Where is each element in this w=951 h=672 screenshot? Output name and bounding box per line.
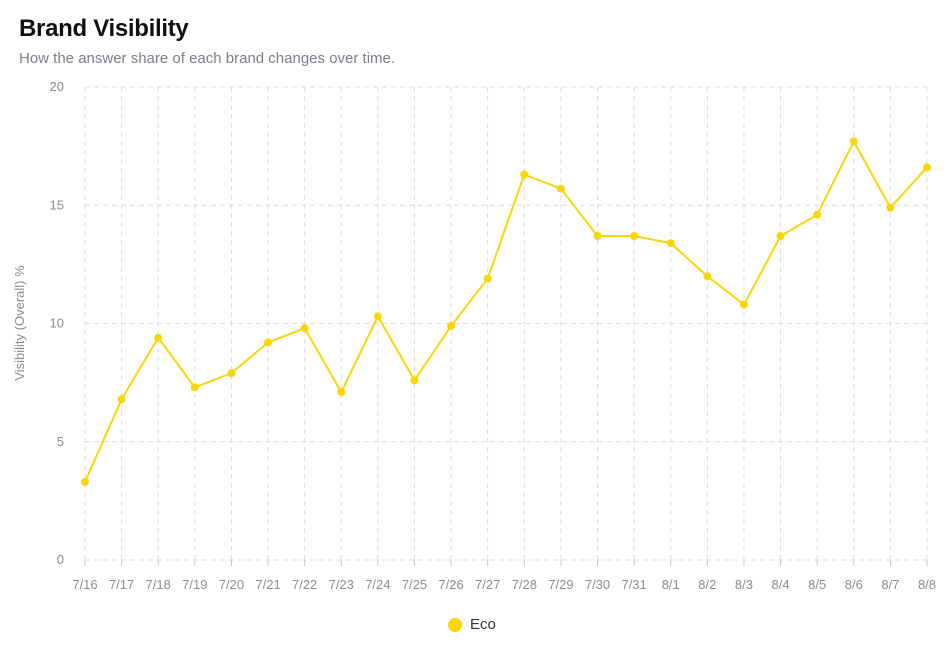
y-tick-label: 10: [50, 316, 64, 331]
x-tick-label: 7/22: [292, 577, 317, 592]
y-axis-label: Visibility (Overall) %: [12, 265, 27, 381]
x-tick-label: 7/19: [182, 577, 207, 592]
x-tick-label: 8/7: [881, 577, 899, 592]
data-point: [886, 203, 895, 212]
data-point: [666, 239, 675, 248]
y-tick-label: 20: [50, 79, 64, 94]
x-tick-label: 8/6: [845, 577, 863, 592]
x-tick-label: 8/8: [918, 577, 936, 592]
y-tick-label: 5: [57, 434, 64, 449]
y-axis-ticks: 0 5 10 15 20: [50, 79, 64, 567]
x-tick-label: 7/27: [475, 577, 500, 592]
data-point: [190, 383, 199, 392]
x-tick-label: 7/25: [402, 577, 427, 592]
x-tick-label: 8/3: [735, 577, 753, 592]
data-point: [154, 333, 163, 342]
data-point: [703, 272, 712, 281]
data-point: [410, 376, 419, 385]
data-point: [373, 312, 382, 321]
series-line-eco: [84, 140, 928, 483]
series-group: [81, 137, 931, 486]
x-tick-label: 8/4: [772, 577, 790, 592]
chart-subtitle: How the answer share of each brand chang…: [19, 50, 396, 67]
data-point: [776, 231, 785, 240]
x-tick-label: 7/31: [621, 577, 646, 592]
data-point: [520, 170, 529, 179]
chart-title: Brand Visibility: [19, 15, 189, 42]
data-point: [849, 137, 858, 146]
data-point: [630, 231, 639, 240]
data-point: [593, 231, 602, 240]
legend[interactable]: Eco: [448, 616, 496, 633]
x-tick-label: 7/20: [219, 577, 244, 592]
data-point: [337, 388, 346, 397]
data-point: [227, 369, 236, 378]
legend-swatch-eco: [448, 617, 462, 632]
x-tick-label: 7/24: [365, 577, 390, 592]
x-tick-label: 8/5: [808, 577, 826, 592]
data-point: [813, 210, 822, 219]
data-point: [556, 184, 565, 193]
x-tick-label: 7/17: [109, 577, 134, 592]
legend-label-eco: Eco: [470, 616, 496, 633]
grid-lines: [84, 86, 928, 561]
data-point: [81, 477, 89, 486]
x-axis-ticks: 7/16 7/17 7/18 7/19 7/20 7/21 7/22 7/23 7/24 7/25…: [72, 560, 936, 592]
y-tick-label: 0: [57, 552, 64, 567]
x-tick-label: 7/29: [548, 577, 573, 592]
data-point: [300, 324, 309, 333]
x-tick-label: 7/23: [329, 577, 354, 592]
data-point: [923, 163, 931, 172]
data-point: [264, 338, 273, 347]
x-tick-label: 7/28: [512, 577, 537, 592]
y-tick-label: 15: [50, 197, 64, 212]
x-tick-label: 8/2: [698, 577, 716, 592]
x-tick-label: 7/26: [438, 577, 463, 592]
data-point: [483, 274, 492, 283]
x-tick-label: 7/21: [255, 577, 280, 592]
x-tick-label: 7/16: [72, 577, 97, 592]
data-point: [117, 395, 126, 404]
data-point: [739, 300, 748, 309]
x-tick-label: 8/1: [662, 577, 680, 592]
data-point: [447, 321, 456, 330]
x-tick-label: 7/18: [146, 577, 171, 592]
x-tick-label: 7/30: [585, 577, 610, 592]
